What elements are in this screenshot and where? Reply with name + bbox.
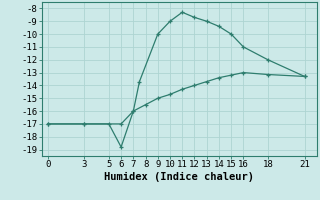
X-axis label: Humidex (Indice chaleur): Humidex (Indice chaleur) [104,172,254,182]
